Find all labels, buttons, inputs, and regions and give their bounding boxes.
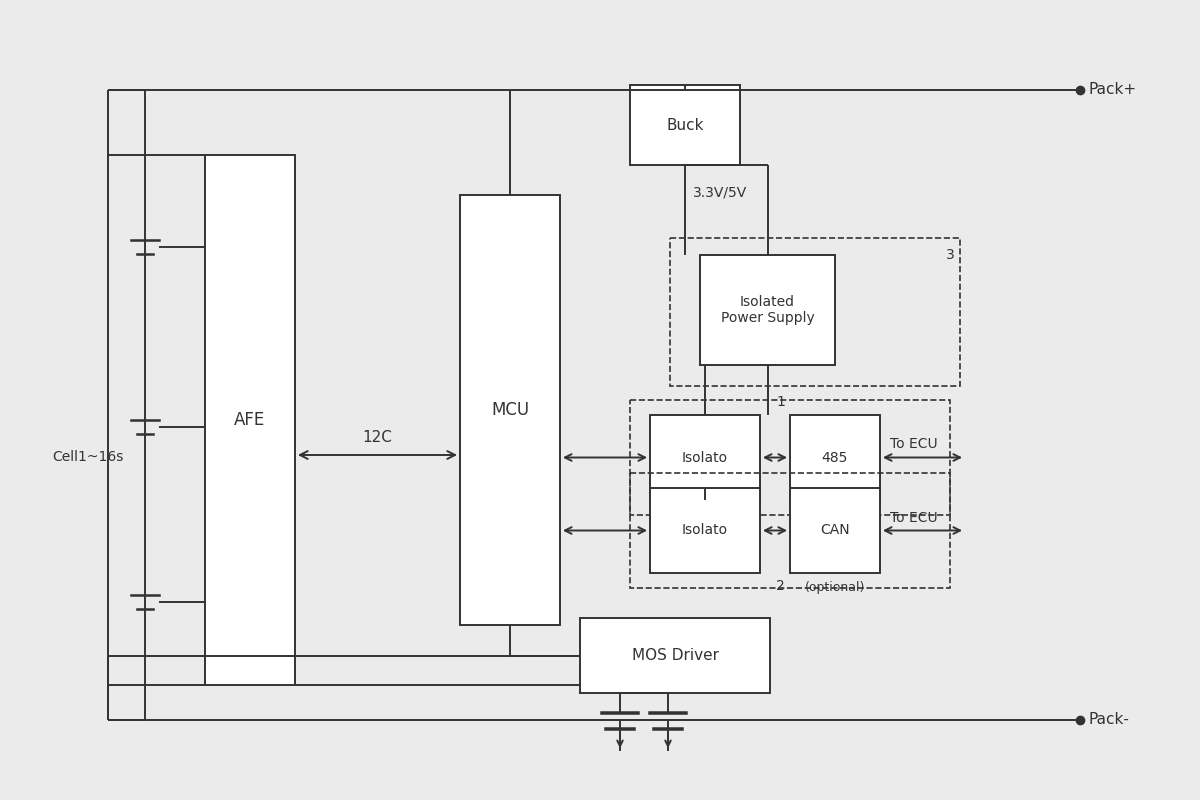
Text: MOS Driver: MOS Driver xyxy=(631,648,719,663)
Text: 3: 3 xyxy=(947,248,955,262)
Bar xyxy=(580,618,770,693)
Bar xyxy=(700,255,835,365)
Text: 2: 2 xyxy=(776,579,785,593)
Text: Isolato: Isolato xyxy=(682,450,728,465)
Text: CAN: CAN xyxy=(820,523,850,538)
Bar xyxy=(650,488,760,573)
Bar xyxy=(790,488,880,573)
Text: 12C: 12C xyxy=(362,430,392,445)
Bar xyxy=(790,415,880,500)
Text: Cell1~16s: Cell1~16s xyxy=(53,450,124,464)
Bar xyxy=(630,473,950,588)
Text: 3.3V/5V: 3.3V/5V xyxy=(694,185,748,199)
Text: MCU: MCU xyxy=(491,401,529,419)
Bar xyxy=(670,238,960,386)
Text: To ECU: To ECU xyxy=(890,510,937,525)
Text: 485: 485 xyxy=(822,450,848,465)
Bar xyxy=(205,155,295,685)
Text: Pack+: Pack+ xyxy=(1088,82,1136,98)
Bar xyxy=(650,415,760,500)
Text: 1: 1 xyxy=(776,395,785,409)
Text: Buck: Buck xyxy=(666,118,703,133)
Text: AFE: AFE xyxy=(234,411,265,429)
Bar xyxy=(460,195,560,625)
Bar xyxy=(630,85,740,165)
Bar xyxy=(630,400,950,515)
Text: To ECU: To ECU xyxy=(890,438,937,451)
Text: Isolato: Isolato xyxy=(682,523,728,538)
Text: (optional): (optional) xyxy=(805,581,865,594)
Text: Pack-: Pack- xyxy=(1088,713,1129,727)
Text: Isolated
Power Supply: Isolated Power Supply xyxy=(721,295,815,325)
